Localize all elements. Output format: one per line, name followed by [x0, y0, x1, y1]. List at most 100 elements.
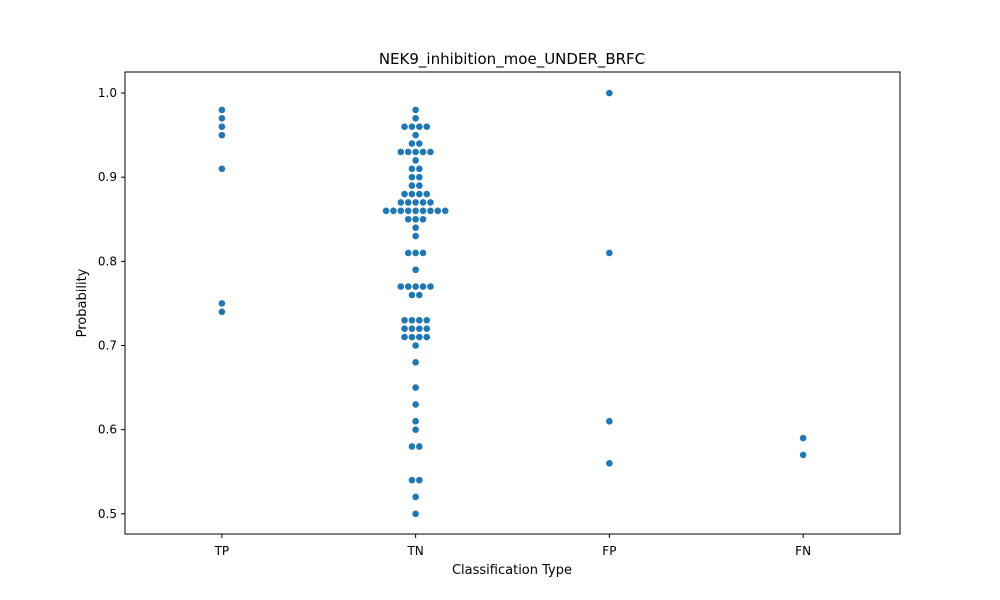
data-point-tn — [412, 199, 419, 206]
data-point-tn — [416, 291, 423, 299]
data-point-tn — [408, 190, 416, 198]
data-point-tn — [404, 148, 412, 156]
data-point-tp — [218, 123, 226, 130]
data-point-tn — [419, 249, 427, 257]
data-point-tn — [427, 283, 434, 290]
data-point-tn — [408, 476, 416, 484]
data-point-tn — [427, 207, 434, 215]
x-axis-label: Classification Type — [452, 563, 572, 578]
y-tick-label: 1.0 — [98, 86, 117, 100]
x-tick-label-fn: FN — [795, 544, 811, 558]
data-point-tn — [412, 426, 419, 433]
data-point-tn — [412, 106, 419, 114]
data-point-tn — [404, 215, 412, 223]
data-point-tn — [412, 131, 419, 139]
data-point-tn — [412, 157, 419, 164]
y-tick-label: 0.8 — [98, 254, 117, 268]
x-tick-label-tp: TP — [214, 544, 230, 558]
data-point-tp — [218, 300, 226, 307]
data-point-tn — [401, 123, 408, 130]
data-point-tn — [397, 283, 405, 290]
data-point-fp — [606, 249, 613, 257]
data-point-tn — [419, 199, 427, 206]
data-point-tn — [416, 333, 423, 341]
data-point-tn — [423, 123, 431, 130]
data-point-tn — [408, 316, 416, 324]
data-point-tn — [408, 291, 416, 299]
data-point-tn — [408, 333, 416, 341]
data-point-tn — [423, 190, 431, 198]
data-point-tn — [427, 199, 434, 206]
data-point-tn — [412, 266, 419, 274]
data-point-tn — [419, 215, 427, 223]
data-point-tn — [416, 165, 423, 173]
data-point-tn — [404, 199, 412, 206]
data-point-tn — [416, 476, 423, 484]
data-point-fp — [606, 417, 613, 425]
points-layer — [218, 89, 807, 518]
data-point-tn — [401, 333, 408, 341]
data-point-tn — [412, 283, 419, 290]
plot-area — [124, 71, 901, 535]
data-point-fp — [606, 460, 613, 467]
data-point-tn — [408, 173, 416, 181]
y-tick-label: 0.5 — [98, 507, 117, 521]
data-point-tn — [412, 342, 419, 349]
data-point-tn — [404, 249, 412, 257]
data-point-fn — [799, 434, 807, 442]
data-point-tn — [416, 182, 423, 189]
data-point-tp — [218, 114, 226, 122]
data-point-tn — [416, 316, 423, 324]
data-point-tn — [416, 325, 423, 332]
data-point-tn — [401, 190, 408, 198]
y-tick-label: 0.6 — [98, 423, 117, 437]
data-point-tn — [416, 173, 423, 181]
data-point-tn — [416, 123, 423, 130]
data-point-tn — [401, 325, 408, 332]
data-point-tn — [423, 325, 431, 332]
data-point-tn — [427, 148, 434, 156]
chart-title: NEK9_inhibition_moe_UNDER_BRFC — [379, 50, 645, 69]
data-point-tn — [441, 207, 449, 215]
data-point-tn — [412, 493, 419, 501]
data-point-tn — [382, 207, 390, 215]
data-point-tn — [397, 207, 405, 215]
data-point-tn — [419, 207, 427, 215]
data-point-tn — [419, 283, 427, 290]
data-point-tn — [416, 190, 423, 198]
data-point-fp — [606, 89, 613, 97]
data-point-tn — [416, 140, 423, 147]
data-point-tn — [412, 114, 419, 122]
data-point-tn — [412, 510, 419, 518]
data-point-tn — [412, 417, 419, 425]
data-point-tn — [397, 148, 405, 156]
data-point-tn — [412, 215, 419, 223]
x-axis: TP TN FP FN — [214, 534, 811, 558]
x-tick-label-tn: TN — [406, 544, 423, 558]
y-axis: 0.5 0.6 0.7 0.8 0.9 1.0 — [98, 86, 125, 521]
data-point-tn — [401, 316, 408, 324]
data-point-tn — [412, 232, 419, 240]
data-point-tn — [408, 182, 416, 189]
data-point-tn — [419, 148, 427, 156]
data-point-tn — [408, 165, 416, 173]
data-point-tn — [404, 207, 412, 215]
data-point-tn — [408, 443, 416, 450]
data-point-tn — [412, 384, 419, 391]
data-point-tn — [423, 316, 431, 324]
data-point-tn — [416, 443, 423, 450]
data-point-tn — [404, 283, 412, 290]
data-point-tn — [390, 207, 397, 215]
y-axis-label: Probability — [75, 268, 90, 337]
data-point-tp — [218, 165, 226, 173]
data-point-tn — [408, 123, 416, 130]
data-point-tn — [412, 249, 419, 257]
data-point-tn — [412, 207, 419, 215]
data-point-fn — [799, 451, 807, 459]
data-point-tp — [218, 131, 226, 139]
data-point-tp — [218, 106, 226, 114]
data-point-tn — [408, 325, 416, 332]
data-point-tn — [412, 359, 419, 366]
data-point-tn — [412, 224, 419, 231]
